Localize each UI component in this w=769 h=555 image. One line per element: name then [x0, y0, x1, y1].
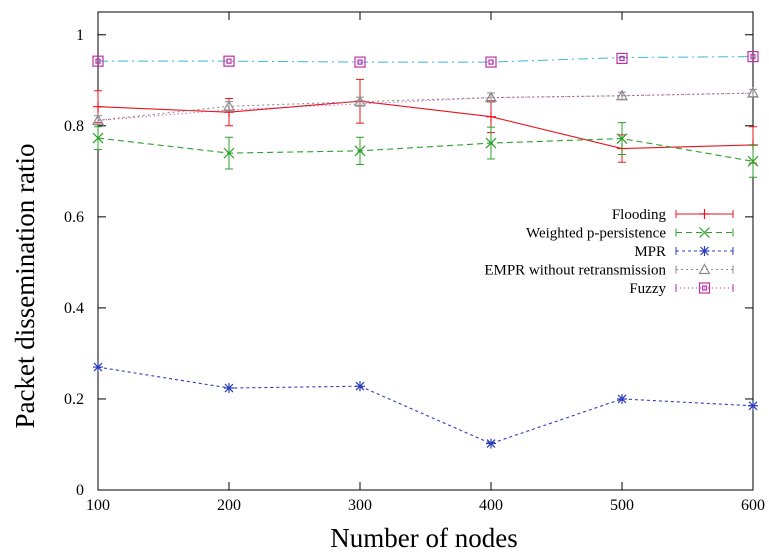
marker-square-inner — [95, 58, 101, 64]
marker-square-outer — [747, 51, 759, 63]
legend-errorbar-cap — [675, 210, 734, 218]
y-tick-label: 1 — [76, 27, 84, 44]
x-axis-title: Number of nodes — [330, 523, 517, 551]
data-point — [91, 114, 105, 125]
data-point — [486, 111, 496, 122]
legend-errorbar-cap — [675, 247, 734, 255]
data-point — [353, 95, 367, 107]
marker-square-inner — [701, 285, 708, 291]
marker-square-outer — [485, 56, 497, 68]
axis-ticks: 100 200 300 400 500 600 0 0.2 0.4 0.6 0.8 1 — [64, 12, 765, 514]
marker-square-outer — [354, 56, 366, 68]
series-line — [97, 137, 754, 162]
data-point — [224, 383, 234, 394]
reference-line — [98, 56, 754, 63]
x-tick-label: 300 — [348, 497, 372, 514]
series-mpr — [93, 362, 758, 449]
marker-square-outer — [223, 55, 235, 67]
series-flooding — [93, 78, 758, 164]
data-point — [223, 147, 235, 159]
legend-label: Weighted p-persistence — [526, 226, 666, 242]
x-tick-label: 100 — [86, 497, 110, 514]
x-tick-label: 600 — [741, 497, 765, 514]
data-point — [354, 56, 366, 68]
data-point — [354, 145, 366, 157]
data-point — [616, 52, 628, 65]
data-point — [92, 132, 104, 144]
marker-square-outer — [92, 55, 104, 67]
marker-square-inner — [226, 58, 232, 64]
data-point — [223, 55, 235, 67]
legend: Flooding Weighted p-persistence MPR EMPR wi… — [484, 207, 734, 297]
data-point — [355, 381, 365, 392]
data-point — [616, 133, 628, 144]
data-point — [615, 89, 629, 101]
plot-border — [97, 11, 754, 491]
plot-frame — [97, 11, 754, 491]
data-point — [747, 51, 759, 63]
data-point — [222, 99, 236, 111]
data-point — [746, 86, 760, 98]
marker-square-inner — [488, 59, 494, 65]
legend-errorbar-cap — [675, 228, 734, 237]
data-point — [93, 362, 103, 373]
y-tick-label: 0.4 — [64, 300, 84, 317]
y-tick-label: 0 — [76, 482, 84, 499]
data-point — [93, 101, 103, 112]
data-point — [485, 56, 497, 68]
y-axis-title: Packet dissemination ratio — [10, 144, 40, 429]
y-tick-label: 0.2 — [64, 391, 84, 408]
marker-square-inner — [357, 59, 363, 65]
series-line — [97, 92, 754, 121]
legend-label: Fuzzy — [629, 281, 666, 297]
series-line — [97, 366, 754, 445]
marker-square-inner — [619, 55, 625, 62]
data-point — [485, 137, 497, 149]
x-tick-label: 400 — [479, 497, 503, 514]
legend-marker — [698, 263, 711, 275]
legend-marker — [699, 209, 710, 219]
legend-label: EMPR without retransmission — [484, 263, 666, 279]
marker-square-inner — [750, 54, 756, 60]
data-point — [748, 400, 758, 411]
legend-errorbar-cap — [675, 265, 734, 274]
legend-label: MPR — [634, 244, 666, 260]
legend-marker — [698, 282, 711, 294]
series-weighted-p-persistence — [92, 122, 759, 178]
series-fuzzy — [92, 51, 759, 121]
legend-label: Flooding — [612, 207, 667, 223]
series-empr-without-retransmission — [91, 86, 760, 126]
data-point — [486, 438, 496, 449]
y-tick-label: 0.8 — [64, 118, 84, 135]
marker-square-outer — [616, 52, 628, 65]
legend-errorbar-cap — [675, 284, 734, 292]
legend-marker — [699, 246, 710, 256]
y-tick-label: 0.6 — [64, 209, 84, 226]
marker-square-outer — [698, 282, 711, 294]
data-point — [747, 155, 759, 167]
legend-marker — [699, 227, 710, 238]
series-line — [97, 100, 754, 150]
data-point — [92, 55, 104, 67]
x-tick-label: 500 — [610, 497, 634, 514]
series-group — [91, 51, 760, 449]
data-point — [617, 393, 627, 404]
x-tick-label: 200 — [217, 497, 241, 514]
series-line — [97, 92, 754, 121]
